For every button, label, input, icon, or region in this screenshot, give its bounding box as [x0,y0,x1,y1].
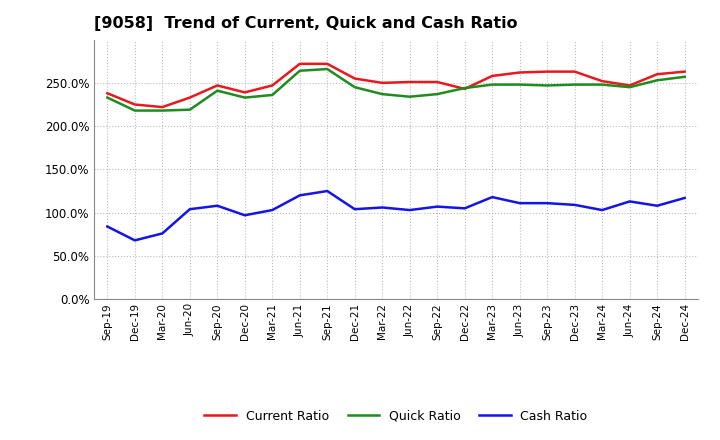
Cash Ratio [680,195,689,201]
Quick Ratio [378,92,387,97]
Quick Ratio [405,94,414,99]
Quick Ratio [295,68,304,73]
Current Ratio [570,69,579,74]
Quick Ratio [516,82,524,87]
Quick Ratio [268,92,276,98]
Current Ratio [598,78,606,84]
Cash Ratio [351,206,359,212]
Cash Ratio [130,238,139,243]
Line: Current Ratio: Current Ratio [107,64,685,107]
Cash Ratio [405,207,414,213]
Quick Ratio [598,82,606,87]
Current Ratio [488,73,497,79]
Cash Ratio [378,205,387,210]
Current Ratio [186,95,194,100]
Current Ratio [268,83,276,88]
Quick Ratio [130,108,139,113]
Quick Ratio [433,92,441,97]
Quick Ratio [488,82,497,87]
Cash Ratio [598,207,606,213]
Cash Ratio [295,193,304,198]
Current Ratio [516,70,524,75]
Quick Ratio [213,88,222,93]
Cash Ratio [268,207,276,213]
Current Ratio [240,90,249,95]
Quick Ratio [653,77,662,83]
Current Ratio [213,83,222,88]
Current Ratio [323,61,332,66]
Quick Ratio [351,84,359,90]
Quick Ratio [103,95,112,100]
Cash Ratio [516,201,524,206]
Current Ratio [626,83,634,88]
Cash Ratio [103,224,112,229]
Quick Ratio [460,85,469,91]
Quick Ratio [240,95,249,100]
Quick Ratio [543,83,552,88]
Current Ratio [405,79,414,84]
Cash Ratio [543,201,552,206]
Quick Ratio [158,108,166,113]
Current Ratio [351,76,359,81]
Line: Quick Ratio: Quick Ratio [107,69,685,110]
Legend: Current Ratio, Quick Ratio, Cash Ratio: Current Ratio, Quick Ratio, Cash Ratio [199,405,593,428]
Cash Ratio [240,213,249,218]
Cash Ratio [626,199,634,204]
Quick Ratio [323,66,332,72]
Current Ratio [433,79,441,84]
Current Ratio [295,61,304,66]
Cash Ratio [186,206,194,212]
Current Ratio [460,86,469,92]
Current Ratio [543,69,552,74]
Cash Ratio [488,194,497,200]
Cash Ratio [323,188,332,194]
Cash Ratio [433,204,441,209]
Cash Ratio [158,231,166,236]
Line: Cash Ratio: Cash Ratio [107,191,685,240]
Cash Ratio [570,202,579,208]
Text: [9058]  Trend of Current, Quick and Cash Ratio: [9058] Trend of Current, Quick and Cash … [94,16,517,32]
Current Ratio [680,69,689,74]
Quick Ratio [626,84,634,90]
Quick Ratio [680,74,689,80]
Cash Ratio [460,205,469,211]
Quick Ratio [186,107,194,112]
Cash Ratio [213,203,222,209]
Current Ratio [378,80,387,85]
Current Ratio [103,91,112,96]
Current Ratio [130,102,139,107]
Current Ratio [158,104,166,110]
Current Ratio [653,72,662,77]
Quick Ratio [570,82,579,87]
Cash Ratio [653,203,662,209]
